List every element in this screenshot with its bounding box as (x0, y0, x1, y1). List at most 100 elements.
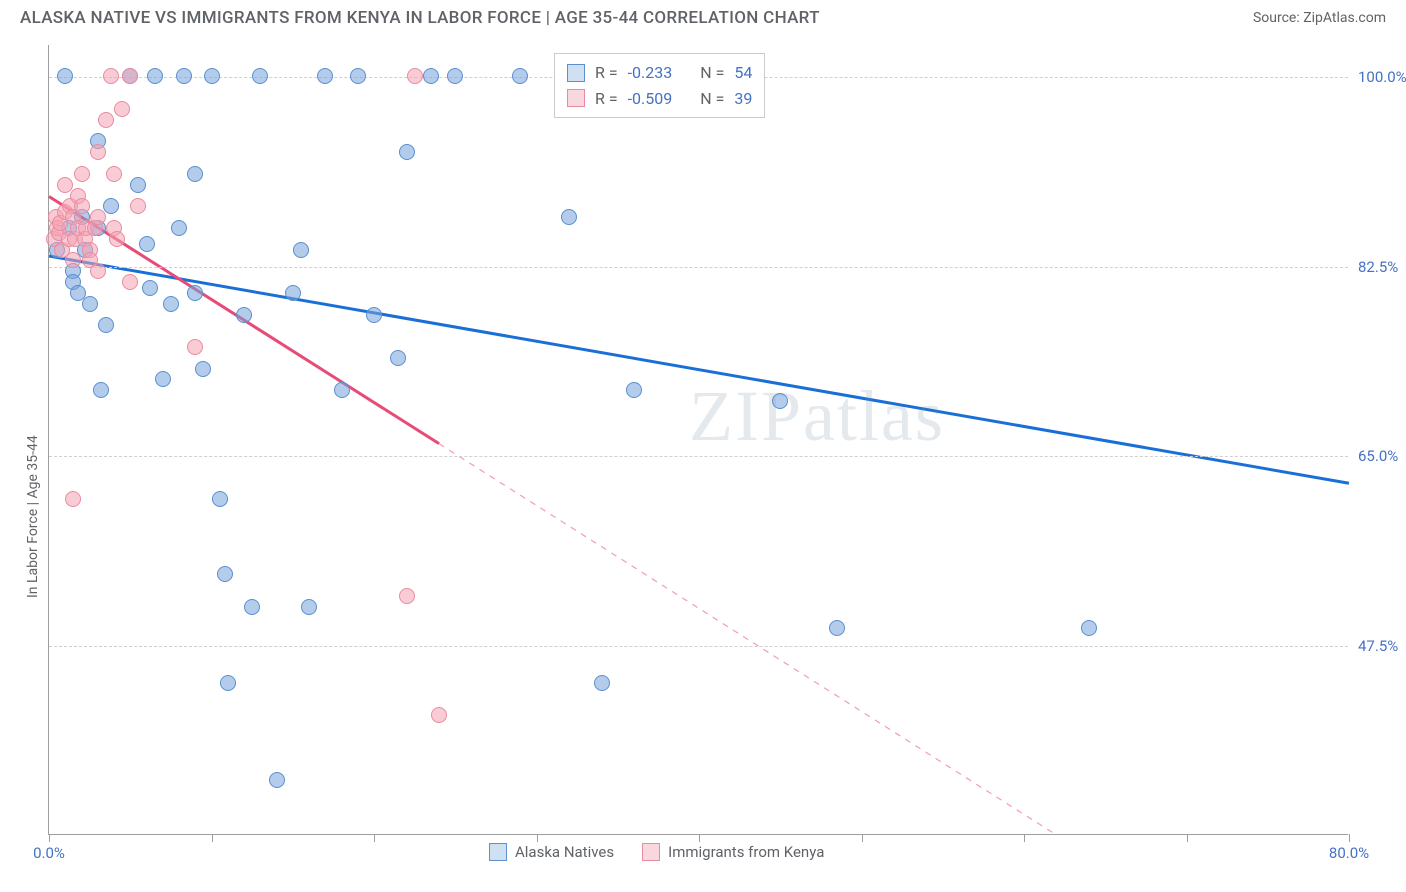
scatter-point (407, 68, 423, 84)
scatter-point (594, 675, 610, 691)
gridline-horizontal (49, 267, 1348, 268)
scatter-point (187, 285, 203, 301)
legend-swatch (489, 843, 507, 861)
scatter-point (90, 144, 106, 160)
scatter-point (626, 382, 642, 398)
scatter-point (772, 393, 788, 409)
scatter-point (252, 68, 268, 84)
scatter-point (147, 68, 163, 84)
legend-swatch (567, 89, 585, 107)
scatter-point (130, 198, 146, 214)
scatter-point (65, 491, 81, 507)
scatter-point (187, 166, 203, 182)
scatter-point (187, 339, 203, 355)
scatter-point (98, 317, 114, 333)
legend-label: Alaska Natives (515, 843, 614, 861)
scatter-point (90, 209, 106, 225)
scatter-point (195, 361, 211, 377)
scatter-point (103, 198, 119, 214)
scatter-point (561, 209, 577, 225)
scatter-point (139, 236, 155, 252)
scatter-point (114, 101, 130, 117)
x-tick (699, 834, 700, 842)
n-value: 39 (734, 86, 752, 112)
scatter-point (301, 599, 317, 615)
scatter-point (176, 68, 192, 84)
scatter-point (82, 296, 98, 312)
x-tick (1024, 834, 1025, 842)
scatter-point (109, 231, 125, 247)
scatter-point (74, 166, 90, 182)
scatter-point (204, 68, 220, 84)
scatter-point (93, 382, 109, 398)
x-tick (374, 834, 375, 842)
scatter-point (122, 274, 138, 290)
scatter-point (163, 296, 179, 312)
scatter-point (269, 772, 285, 788)
x-tick-label: 0.0% (33, 844, 65, 862)
x-tick (537, 834, 538, 842)
source-name: ZipAtlas.com (1303, 10, 1386, 26)
scatter-point (217, 566, 233, 582)
r-value: -0.509 (628, 86, 673, 112)
scatter-point (447, 68, 463, 84)
source-prefix: Source: (1253, 10, 1303, 26)
scatter-point (236, 307, 252, 323)
scatter-point (512, 68, 528, 84)
scatter-point (399, 588, 415, 604)
source-label: Source: ZipAtlas.com (1253, 10, 1386, 26)
x-tick (1349, 834, 1350, 842)
scatter-point (65, 252, 81, 268)
y-axis-label: In Labor Force | Age 35-44 (25, 435, 41, 598)
trend-line-solid (49, 256, 1349, 483)
series-legend: Alaska Natives Immigrants from Kenya (489, 843, 824, 861)
legend-item: Alaska Natives (489, 843, 614, 861)
x-tick (49, 834, 50, 842)
gridline-horizontal (49, 646, 1348, 647)
trend-lines-layer (49, 45, 1348, 834)
scatter-point (1081, 620, 1097, 636)
scatter-point (74, 198, 90, 214)
scatter-point (431, 707, 447, 723)
scatter-point (103, 68, 119, 84)
scatter-point (220, 675, 236, 691)
n-label: N = (700, 86, 724, 112)
gridline-horizontal (49, 456, 1348, 457)
scatter-point (90, 263, 106, 279)
x-tick (1187, 834, 1188, 842)
scatter-point (98, 112, 114, 128)
scatter-point (366, 307, 382, 323)
stats-legend-row: R =-0.509N =39 (567, 86, 752, 112)
scatter-point (317, 68, 333, 84)
scatter-point (423, 68, 439, 84)
x-tick (862, 834, 863, 842)
legend-swatch (567, 64, 585, 82)
scatter-point (171, 220, 187, 236)
legend-item: Immigrants from Kenya (642, 843, 824, 861)
y-tick-label: 82.5% (1358, 258, 1406, 276)
scatter-point (293, 242, 309, 258)
scatter-point (399, 144, 415, 160)
y-tick-label: 47.5% (1358, 637, 1406, 655)
y-tick-label: 100.0% (1358, 68, 1406, 86)
scatter-point (285, 285, 301, 301)
scatter-point (155, 371, 171, 387)
x-tick (212, 834, 213, 842)
trend-line-dashed (439, 444, 1057, 835)
stats-legend-row: R =-0.233N =54 (567, 60, 752, 86)
scatter-point (106, 166, 122, 182)
scatter-point (212, 491, 228, 507)
scatter-point (122, 68, 138, 84)
scatter-point (829, 620, 845, 636)
stats-legend: R =-0.233N =54R =-0.509N =39 (554, 53, 765, 118)
y-tick-label: 65.0% (1358, 447, 1406, 465)
scatter-point (334, 382, 350, 398)
r-label: R = (595, 60, 618, 86)
scatter-point (57, 68, 73, 84)
scatter-point (130, 177, 146, 193)
legend-swatch (642, 843, 660, 861)
scatter-point (350, 68, 366, 84)
scatter-point (390, 350, 406, 366)
n-value: 54 (734, 60, 752, 86)
n-label: N = (700, 60, 724, 86)
